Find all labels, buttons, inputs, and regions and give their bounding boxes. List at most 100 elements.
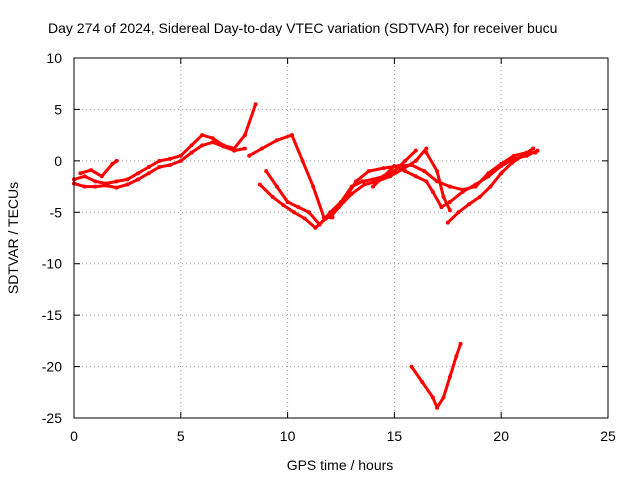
y-tick-label: -5 xyxy=(50,204,63,220)
data-point xyxy=(313,225,318,230)
tick-layer: 0 5 10 15 20 25 10 5 0 -5 -10 -15 -20 -25 xyxy=(42,50,616,444)
series-trace-12 xyxy=(409,341,463,410)
data-point xyxy=(409,364,414,369)
data-point xyxy=(232,148,237,153)
data-point xyxy=(403,169,408,174)
data-point xyxy=(82,184,87,189)
data-point xyxy=(458,341,463,346)
data-point xyxy=(360,179,365,184)
data-point xyxy=(441,194,446,199)
data-point xyxy=(447,374,452,379)
data-point xyxy=(247,153,252,158)
series-trace-10 xyxy=(424,150,452,213)
data-point xyxy=(454,354,459,359)
data-point xyxy=(424,150,429,155)
data-point xyxy=(253,102,258,107)
data-point xyxy=(413,148,418,153)
x-tick-label: 5 xyxy=(177,428,185,444)
data-point xyxy=(447,200,452,204)
data-point xyxy=(300,158,305,163)
data-point xyxy=(274,138,279,143)
data-point xyxy=(189,150,194,155)
data-point xyxy=(210,136,215,141)
data-point xyxy=(424,179,429,184)
y-tick-label: -10 xyxy=(42,256,62,272)
series-line xyxy=(290,133,334,219)
data-point xyxy=(200,133,205,138)
series-trace-4 xyxy=(247,133,294,158)
data-point xyxy=(289,133,294,138)
x-tick-label: 10 xyxy=(280,428,296,444)
data-point xyxy=(125,177,130,182)
series-trace-3 xyxy=(78,158,119,179)
data-point xyxy=(512,153,516,158)
data-point xyxy=(93,179,98,184)
data-point xyxy=(413,158,418,163)
data-point xyxy=(424,146,429,151)
data-point xyxy=(114,185,119,190)
data-point xyxy=(311,184,316,189)
data-point xyxy=(178,153,183,158)
data-point xyxy=(447,208,452,213)
data-point xyxy=(146,165,151,169)
y-axis-label: SDTVAR / TECUs xyxy=(5,182,21,294)
series-line xyxy=(258,147,428,230)
data-point xyxy=(392,164,397,168)
y-tick-label: 5 xyxy=(54,101,62,117)
data-point xyxy=(403,158,408,163)
data-point xyxy=(388,174,393,179)
x-tick-label: 25 xyxy=(600,428,616,444)
data-point xyxy=(441,395,446,400)
chart-title: Day 274 of 2024, Sidereal Day-to-day VTE… xyxy=(48,20,557,36)
series-line xyxy=(247,133,294,158)
data-point xyxy=(381,174,386,179)
data-point xyxy=(168,163,173,167)
data-point xyxy=(341,200,346,204)
x-axis-label: GPS time / hours xyxy=(287,457,394,473)
data-point xyxy=(531,146,536,151)
data-point xyxy=(260,146,264,151)
data-point xyxy=(430,395,435,400)
data-point xyxy=(242,146,247,151)
data-point xyxy=(136,171,141,176)
data-point xyxy=(486,174,491,179)
data-point xyxy=(467,202,472,207)
data-point xyxy=(477,194,482,199)
data-point xyxy=(430,189,435,194)
data-point xyxy=(371,184,375,189)
series-trace-11 xyxy=(445,146,536,225)
y-tick-label: 0 xyxy=(54,153,62,169)
data-point xyxy=(321,215,326,220)
series-trace-2 xyxy=(72,140,247,190)
data-point xyxy=(362,182,367,187)
data-point xyxy=(146,171,151,176)
data-point xyxy=(264,169,269,174)
data-point xyxy=(354,179,358,184)
data-point xyxy=(136,177,141,182)
data-point xyxy=(435,169,440,174)
data-point xyxy=(473,182,478,187)
data-point xyxy=(104,183,108,188)
data-point xyxy=(499,164,504,168)
data-point xyxy=(439,205,444,210)
data-point xyxy=(274,184,279,189)
data-point xyxy=(381,166,386,171)
data-point xyxy=(114,158,119,163)
data-point xyxy=(178,158,183,163)
data-point xyxy=(292,210,296,215)
data-point xyxy=(82,174,87,179)
data-point xyxy=(242,133,247,138)
series-trace-6 xyxy=(257,146,429,230)
series-line xyxy=(410,342,463,410)
x-tick-label: 15 xyxy=(387,428,403,444)
data-point xyxy=(168,156,173,161)
y-tick-label: -20 xyxy=(42,359,62,375)
data-point xyxy=(114,179,119,184)
series-trace-9 xyxy=(371,148,540,210)
data-point xyxy=(509,160,514,165)
data-point xyxy=(281,203,286,208)
data-point xyxy=(445,220,450,225)
data-point xyxy=(110,161,115,166)
data-point xyxy=(366,169,371,174)
series-line xyxy=(264,149,418,227)
